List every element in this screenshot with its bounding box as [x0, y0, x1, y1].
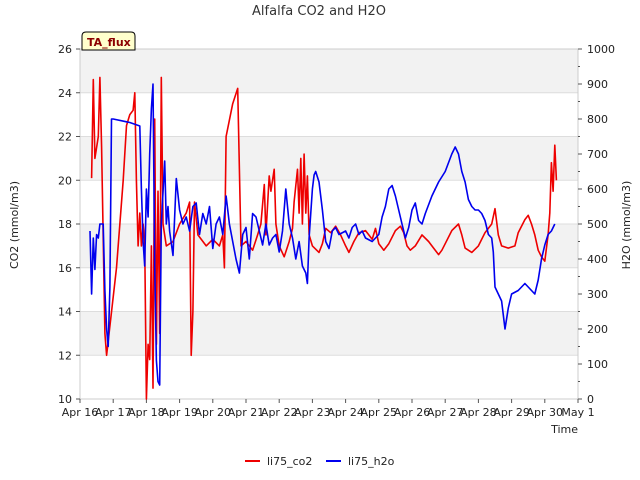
right-tick-label: 800: [587, 113, 608, 126]
left-tick-label: 12: [58, 349, 72, 362]
right-tick-label: 1000: [587, 43, 615, 56]
right-tick-label: 500: [587, 218, 608, 231]
ta-flux-badge: TA_flux: [81, 31, 136, 51]
left-tick-label: 26: [58, 43, 72, 56]
x-tick-label: Apr 27: [427, 406, 464, 419]
x-tick-label: Apr 18: [128, 406, 165, 419]
series-layer: [89, 76, 558, 400]
series-line-li75_co2: [90, 76, 558, 400]
x-tick-label: Apr 16: [62, 406, 99, 419]
left-tick-label: 22: [58, 131, 72, 144]
x-tick-label: Apr 24: [327, 406, 364, 419]
y-axis-right-label: H2O (mmol/m3): [620, 181, 633, 270]
right-tick-label: 0: [587, 393, 594, 406]
right-tick-label: 100: [587, 358, 608, 371]
badge-label: TA_flux: [87, 36, 131, 49]
x-tick-label: Apr 20: [195, 406, 232, 419]
x-tick-label: Apr 22: [261, 406, 298, 419]
left-tick-label: 14: [58, 306, 72, 319]
left-tick-label: 20: [58, 174, 72, 187]
left-tick-label: 16: [58, 262, 72, 275]
background-band: [80, 49, 578, 93]
x-tick-label: Apr 29: [493, 406, 530, 419]
right-tick-label: 700: [587, 148, 608, 161]
badge-box: [81, 31, 136, 51]
legend-label-h2o: li75_h2o: [348, 455, 395, 468]
left-tick-label: 24: [58, 87, 72, 100]
left-axis-ticks: 10 12 14 16 18 20 22 24 26: [58, 43, 80, 406]
right-tick-label: 900: [587, 78, 608, 91]
chart-title: Alfalfa CO2 and H2O: [252, 4, 386, 19]
left-tick-label: 18: [58, 218, 72, 231]
y-axis-left-label: CO2 (mmol/m3): [8, 181, 21, 269]
right-axis-ticks: 0 100 200 300 400 500 600 700 800 900 1000: [578, 43, 615, 406]
x-tick-label: Apr 23: [294, 406, 331, 419]
right-tick-label: 600: [587, 183, 608, 196]
x-tick-label: Apr 25: [361, 406, 398, 419]
x-tick-label: Apr 28: [460, 406, 497, 419]
legend: li75_co2 li75_h2o: [245, 455, 395, 468]
x-tick-label: Apr 21: [228, 406, 265, 419]
x-tick-label: Apr 26: [394, 406, 431, 419]
right-tick-label: 400: [587, 253, 608, 266]
x-axis-label: Time: [550, 423, 578, 436]
right-tick-label: 200: [587, 323, 608, 336]
background-band: [80, 311, 578, 356]
right-tick-label: 300: [587, 288, 608, 301]
left-tick-label: 10: [58, 393, 72, 406]
x-tick-label: May 1: [561, 406, 594, 419]
x-tick-label: Apr 17: [95, 406, 132, 419]
x-tick-label: Apr 30: [527, 406, 564, 419]
x-tick-label: Apr 19: [161, 406, 198, 419]
legend-label-co2: li75_co2: [267, 455, 312, 468]
series-line-li75_h2o: [89, 83, 556, 386]
